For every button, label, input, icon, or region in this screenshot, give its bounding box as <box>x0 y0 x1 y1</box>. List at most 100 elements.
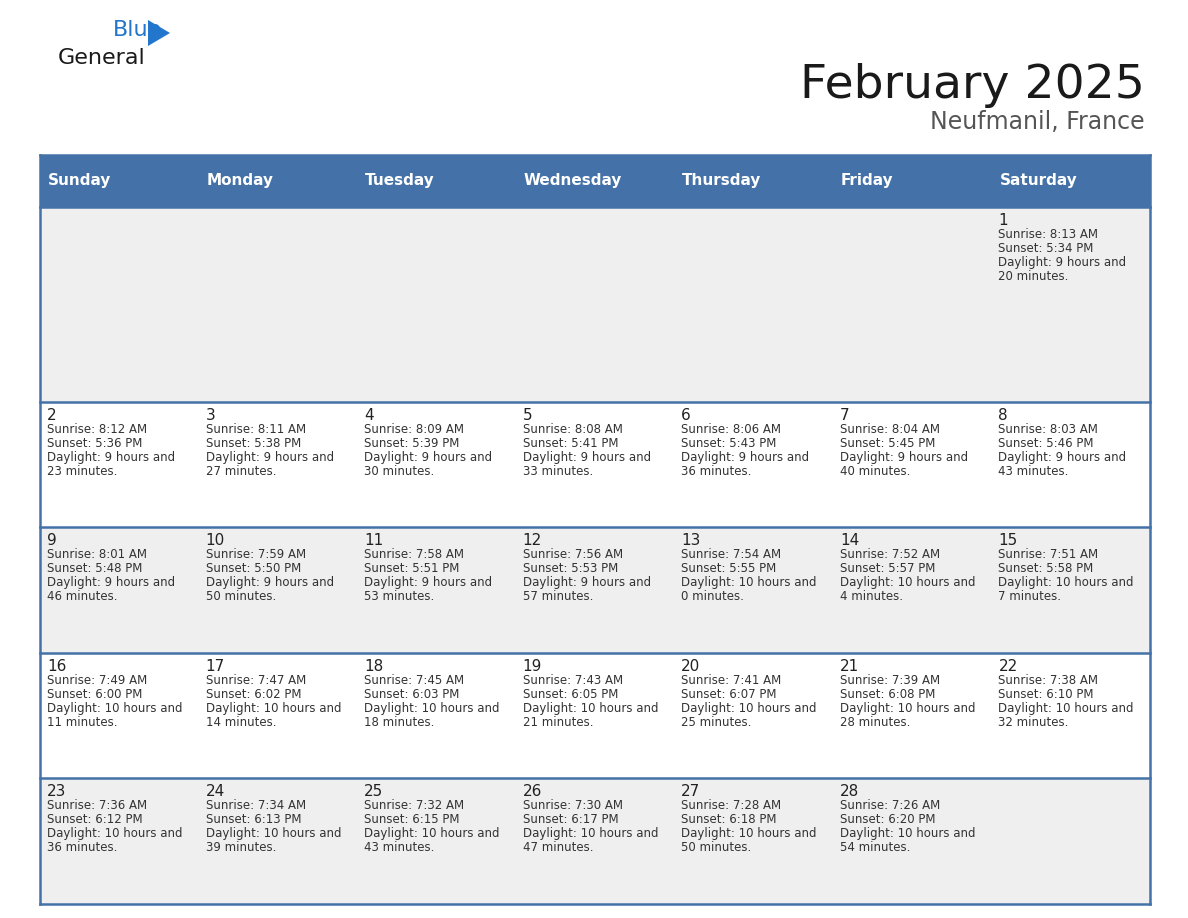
Text: Sunset: 5:55 PM: Sunset: 5:55 PM <box>681 562 777 576</box>
Text: Daylight: 10 hours and: Daylight: 10 hours and <box>365 702 500 715</box>
Text: 7: 7 <box>840 408 849 422</box>
Text: Daylight: 10 hours and: Daylight: 10 hours and <box>365 827 500 840</box>
Text: General: General <box>58 48 146 68</box>
Text: 23 minutes.: 23 minutes. <box>48 465 118 477</box>
Bar <box>992 155 1150 207</box>
Text: 33 minutes.: 33 minutes. <box>523 465 593 477</box>
Text: Sunrise: 7:41 AM: Sunrise: 7:41 AM <box>681 674 782 687</box>
Text: Sunset: 6:20 PM: Sunset: 6:20 PM <box>840 813 935 826</box>
Text: 26: 26 <box>523 784 542 800</box>
Text: Sunrise: 7:49 AM: Sunrise: 7:49 AM <box>48 674 147 687</box>
Text: 3: 3 <box>206 408 215 422</box>
Text: Sunrise: 7:45 AM: Sunrise: 7:45 AM <box>365 674 465 687</box>
Text: 46 minutes.: 46 minutes. <box>48 590 118 603</box>
Text: Sunset: 6:03 PM: Sunset: 6:03 PM <box>365 688 460 700</box>
Text: Daylight: 10 hours and: Daylight: 10 hours and <box>681 827 817 840</box>
Text: Daylight: 9 hours and: Daylight: 9 hours and <box>840 451 968 464</box>
Text: Sunset: 6:12 PM: Sunset: 6:12 PM <box>48 813 143 826</box>
Bar <box>516 155 675 207</box>
Text: Sunrise: 7:52 AM: Sunrise: 7:52 AM <box>840 548 940 561</box>
Text: 25 minutes.: 25 minutes. <box>681 716 752 729</box>
Text: Daylight: 9 hours and: Daylight: 9 hours and <box>48 577 175 589</box>
Text: Sunrise: 8:13 AM: Sunrise: 8:13 AM <box>998 228 1099 241</box>
Text: Daylight: 9 hours and: Daylight: 9 hours and <box>206 451 334 464</box>
Text: 0 minutes.: 0 minutes. <box>681 590 744 603</box>
Text: Sunset: 6:08 PM: Sunset: 6:08 PM <box>840 688 935 700</box>
Text: Thursday: Thursday <box>682 174 762 188</box>
Text: Neufmanil, France: Neufmanil, France <box>930 110 1145 134</box>
Text: 9: 9 <box>48 533 57 548</box>
Text: Sunrise: 8:01 AM: Sunrise: 8:01 AM <box>48 548 147 561</box>
Text: 32 minutes.: 32 minutes. <box>998 716 1069 729</box>
Bar <box>40 653 1150 778</box>
Text: Daylight: 10 hours and: Daylight: 10 hours and <box>998 577 1133 589</box>
Text: 21: 21 <box>840 659 859 674</box>
Text: Sunset: 6:17 PM: Sunset: 6:17 PM <box>523 813 618 826</box>
Text: 11 minutes.: 11 minutes. <box>48 716 118 729</box>
Text: Sunrise: 8:12 AM: Sunrise: 8:12 AM <box>48 422 147 436</box>
Text: 57 minutes.: 57 minutes. <box>523 590 593 603</box>
Text: Friday: Friday <box>841 174 893 188</box>
Text: Wednesday: Wednesday <box>524 174 623 188</box>
Text: 27 minutes.: 27 minutes. <box>206 465 276 477</box>
Text: 39 minutes.: 39 minutes. <box>206 842 276 855</box>
Text: Daylight: 9 hours and: Daylight: 9 hours and <box>998 256 1126 269</box>
Text: 15: 15 <box>998 533 1018 548</box>
Text: Sunset: 5:39 PM: Sunset: 5:39 PM <box>365 437 460 450</box>
Text: Sunset: 5:43 PM: Sunset: 5:43 PM <box>681 437 777 450</box>
Text: Daylight: 9 hours and: Daylight: 9 hours and <box>365 451 492 464</box>
Text: 12: 12 <box>523 533 542 548</box>
Bar <box>40 207 1150 402</box>
Text: Sunrise: 7:30 AM: Sunrise: 7:30 AM <box>523 800 623 812</box>
Text: Sunset: 6:18 PM: Sunset: 6:18 PM <box>681 813 777 826</box>
Text: Blue: Blue <box>113 20 163 40</box>
Text: Sunset: 5:45 PM: Sunset: 5:45 PM <box>840 437 935 450</box>
Text: Sunset: 6:13 PM: Sunset: 6:13 PM <box>206 813 301 826</box>
Text: Sunrise: 8:11 AM: Sunrise: 8:11 AM <box>206 422 305 436</box>
Text: 43 minutes.: 43 minutes. <box>998 465 1069 477</box>
Text: 54 minutes.: 54 minutes. <box>840 842 910 855</box>
Text: Daylight: 10 hours and: Daylight: 10 hours and <box>206 702 341 715</box>
Text: Sunrise: 7:47 AM: Sunrise: 7:47 AM <box>206 674 305 687</box>
Polygon shape <box>148 20 170 46</box>
Text: Sunset: 5:38 PM: Sunset: 5:38 PM <box>206 437 301 450</box>
Text: 20: 20 <box>681 659 701 674</box>
Text: 10: 10 <box>206 533 225 548</box>
Text: Sunrise: 7:56 AM: Sunrise: 7:56 AM <box>523 548 623 561</box>
Text: Sunset: 5:58 PM: Sunset: 5:58 PM <box>998 562 1094 576</box>
Text: 4 minutes.: 4 minutes. <box>840 590 903 603</box>
Text: 47 minutes.: 47 minutes. <box>523 842 593 855</box>
Text: Daylight: 9 hours and: Daylight: 9 hours and <box>681 451 809 464</box>
Text: Sunrise: 7:38 AM: Sunrise: 7:38 AM <box>998 674 1099 687</box>
Text: Sunset: 6:15 PM: Sunset: 6:15 PM <box>365 813 460 826</box>
Bar <box>198 155 358 207</box>
Text: Sunset: 5:36 PM: Sunset: 5:36 PM <box>48 437 143 450</box>
Text: Sunset: 5:41 PM: Sunset: 5:41 PM <box>523 437 618 450</box>
Text: 18 minutes.: 18 minutes. <box>365 716 435 729</box>
Text: Daylight: 10 hours and: Daylight: 10 hours and <box>840 702 975 715</box>
Text: 36 minutes.: 36 minutes. <box>681 465 752 477</box>
Text: Sunset: 5:50 PM: Sunset: 5:50 PM <box>206 562 301 576</box>
Text: Daylight: 10 hours and: Daylight: 10 hours and <box>681 577 817 589</box>
Text: Sunset: 6:07 PM: Sunset: 6:07 PM <box>681 688 777 700</box>
Text: Daylight: 10 hours and: Daylight: 10 hours and <box>523 702 658 715</box>
Text: 25: 25 <box>365 784 384 800</box>
Text: Daylight: 9 hours and: Daylight: 9 hours and <box>523 451 651 464</box>
Text: 53 minutes.: 53 minutes. <box>365 590 435 603</box>
Text: 7 minutes.: 7 minutes. <box>998 590 1061 603</box>
Text: 14 minutes.: 14 minutes. <box>206 716 276 729</box>
Text: Sunrise: 7:51 AM: Sunrise: 7:51 AM <box>998 548 1099 561</box>
Text: Sunday: Sunday <box>48 174 112 188</box>
Text: 17: 17 <box>206 659 225 674</box>
Text: 43 minutes.: 43 minutes. <box>365 842 435 855</box>
Bar <box>40 402 1150 527</box>
Bar <box>40 778 1150 904</box>
Text: Daylight: 10 hours and: Daylight: 10 hours and <box>206 827 341 840</box>
Text: Daylight: 10 hours and: Daylight: 10 hours and <box>998 702 1133 715</box>
Text: 5: 5 <box>523 408 532 422</box>
Text: Sunrise: 7:58 AM: Sunrise: 7:58 AM <box>365 548 465 561</box>
Text: 27: 27 <box>681 784 701 800</box>
Text: Sunrise: 8:09 AM: Sunrise: 8:09 AM <box>365 422 465 436</box>
Text: Sunset: 5:48 PM: Sunset: 5:48 PM <box>48 562 143 576</box>
Text: 22: 22 <box>998 659 1018 674</box>
